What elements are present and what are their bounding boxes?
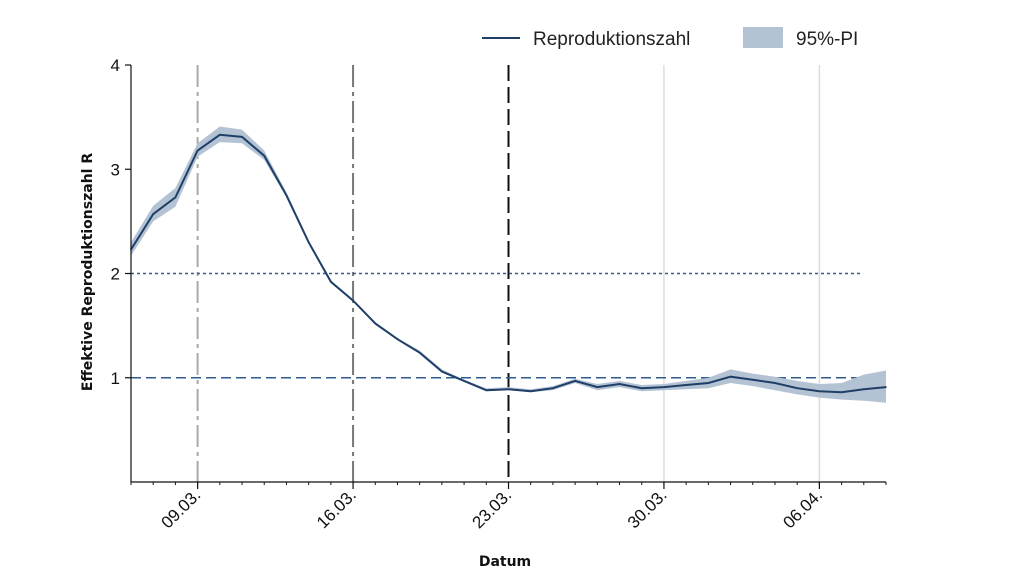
y-tick-label-3: 3 — [111, 160, 120, 179]
data-point — [663, 386, 665, 388]
data-point — [707, 382, 710, 384]
data-point — [552, 387, 554, 389]
legend-label-band: 95%-PI — [796, 29, 858, 50]
x-tick-label-0: 09.03. — [158, 485, 205, 532]
data-point — [152, 213, 155, 215]
data-point — [818, 390, 821, 393]
data-point — [529, 390, 532, 393]
y-axis-title: Effektive Reproduktionszahl R — [80, 153, 96, 391]
data-point — [418, 351, 421, 354]
data-point — [574, 380, 576, 382]
data-point — [441, 370, 443, 373]
x-tick-label-3: 30.03. — [624, 485, 671, 532]
data-point — [507, 388, 510, 391]
data-point — [241, 136, 243, 138]
data-point — [840, 391, 843, 394]
data-point — [685, 384, 687, 386]
data-point — [774, 382, 776, 384]
legend: Reproduktionszahl 95%-PI — [482, 27, 858, 50]
data-point — [396, 338, 399, 340]
data-point — [463, 380, 465, 382]
x-tick-label-4: 06.04. — [779, 485, 826, 532]
data-point — [640, 387, 643, 389]
x-axis-title: Datum — [479, 554, 531, 570]
data-point — [330, 281, 332, 283]
y-tick-label-1: 1 — [111, 369, 120, 388]
y-tick-label-4: 4 — [111, 56, 120, 75]
y-tick-label-2: 2 — [111, 265, 120, 284]
data-point — [285, 194, 288, 197]
axes-layer: 1 2 3 4 09.03. 16.03. 23.03. 30.03. 06.04. — [111, 56, 887, 532]
data-point — [374, 322, 377, 325]
legend-band-swatch — [743, 27, 783, 48]
data-point — [796, 387, 798, 389]
data-point — [219, 134, 221, 136]
data-point — [751, 379, 754, 381]
x-tick-label-1: 16.03. — [313, 485, 360, 532]
data-point — [618, 383, 621, 385]
data-point — [307, 241, 310, 244]
data-point — [352, 299, 354, 302]
data-point — [485, 389, 488, 392]
data-point — [263, 154, 266, 157]
data-point — [885, 386, 887, 388]
data-point — [174, 196, 177, 199]
data-point — [729, 375, 732, 378]
legend-label-line: Reproduktionszahl — [533, 29, 690, 50]
line-layer — [130, 133, 887, 394]
grid-layer — [131, 65, 862, 482]
data-point — [862, 388, 865, 391]
data-point — [196, 149, 199, 152]
data-point — [596, 386, 599, 388]
x-tick-label-2: 23.03. — [468, 485, 515, 532]
